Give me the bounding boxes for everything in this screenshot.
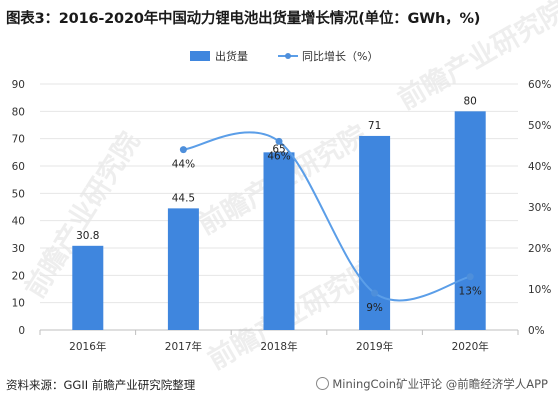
source-note: 资料来源：GGII 前瞻产业研究院整理: [6, 378, 196, 392]
left-axis: 0 10 20 30 40 50 60 70 80 90: [12, 79, 25, 337]
bar-value-label: 65: [272, 143, 285, 155]
bar-value-label: 44.5: [172, 192, 195, 204]
y-left-tick-label: 50: [12, 188, 25, 200]
legend-swatch-bar: [190, 51, 210, 61]
growth-point: [466, 273, 474, 281]
brand-label: MiningCoin矿业评论 @前瞻经济学人APP: [332, 377, 548, 391]
growth-value-label: 13%: [459, 286, 482, 298]
bar: [167, 208, 199, 330]
x-tick-label: 2017年: [165, 340, 202, 353]
y-left-tick-label: 30: [12, 243, 25, 255]
legend-label-bar: 出货量: [215, 49, 248, 63]
y-right-tick-label: 30%: [528, 202, 551, 214]
growth-value-label: 9%: [366, 302, 383, 314]
bar-series: [72, 111, 486, 330]
y-left-tick-label: 90: [12, 79, 25, 91]
legend: 出货量 同比增长（%）: [190, 49, 378, 63]
brand-credit: MiningCoin矿业评论 @前瞻经济学人APP: [316, 376, 548, 392]
wechat-icon: [316, 377, 330, 390]
bar: [454, 111, 486, 330]
y-left-tick-label: 0: [18, 325, 25, 337]
bar-value-label: 80: [464, 95, 477, 107]
y-right-tick-label: 10%: [528, 284, 551, 296]
growth-point: [371, 289, 379, 297]
line-series: [179, 131, 474, 302]
y-left-tick-label: 80: [12, 106, 25, 118]
y-left-tick-label: 40: [12, 216, 25, 228]
x-tick-label: 2018年: [260, 340, 297, 353]
y-left-tick-label: 60: [12, 161, 25, 173]
bar: [263, 152, 295, 330]
y-right-tick-label: 50%: [528, 120, 551, 132]
x-tick-label: 2019年: [356, 340, 393, 353]
data-labels: 30.8 44.5 65 71 80 44% 46% 9% 13%: [76, 95, 482, 314]
bar-value-label: 71: [368, 120, 381, 132]
y-right-tick-label: 60%: [528, 79, 551, 91]
y-left-tick-label: 70: [12, 134, 25, 146]
growth-value-label: 46%: [267, 150, 290, 162]
y-left-tick-label: 20: [12, 270, 25, 282]
y-right-tick-label: 0%: [528, 325, 545, 337]
y-right-tick-label: 40%: [528, 161, 551, 173]
legend-marker-line: [285, 53, 291, 59]
growth-line: [183, 131, 471, 302]
x-tick-label: 2020年: [452, 340, 489, 353]
y-left-tick-label: 10: [12, 298, 25, 310]
bar-value-label: 30.8: [76, 230, 99, 242]
growth-point: [179, 146, 187, 154]
bar: [72, 245, 104, 330]
growth-point: [275, 137, 283, 145]
chart-title: 图表3：2016-2020年中国动力锂电池出货量增长情况(单位：GWh，%): [6, 11, 481, 27]
x-tick-label: 2016年: [69, 340, 106, 353]
growth-value-label: 44%: [172, 159, 195, 171]
y-right-tick-label: 20%: [528, 243, 551, 255]
legend-label-line: 同比增长（%）: [302, 49, 378, 63]
bar: [359, 135, 391, 330]
right-axis: 0% 10% 20% 30% 40% 50% 60%: [528, 79, 551, 337]
